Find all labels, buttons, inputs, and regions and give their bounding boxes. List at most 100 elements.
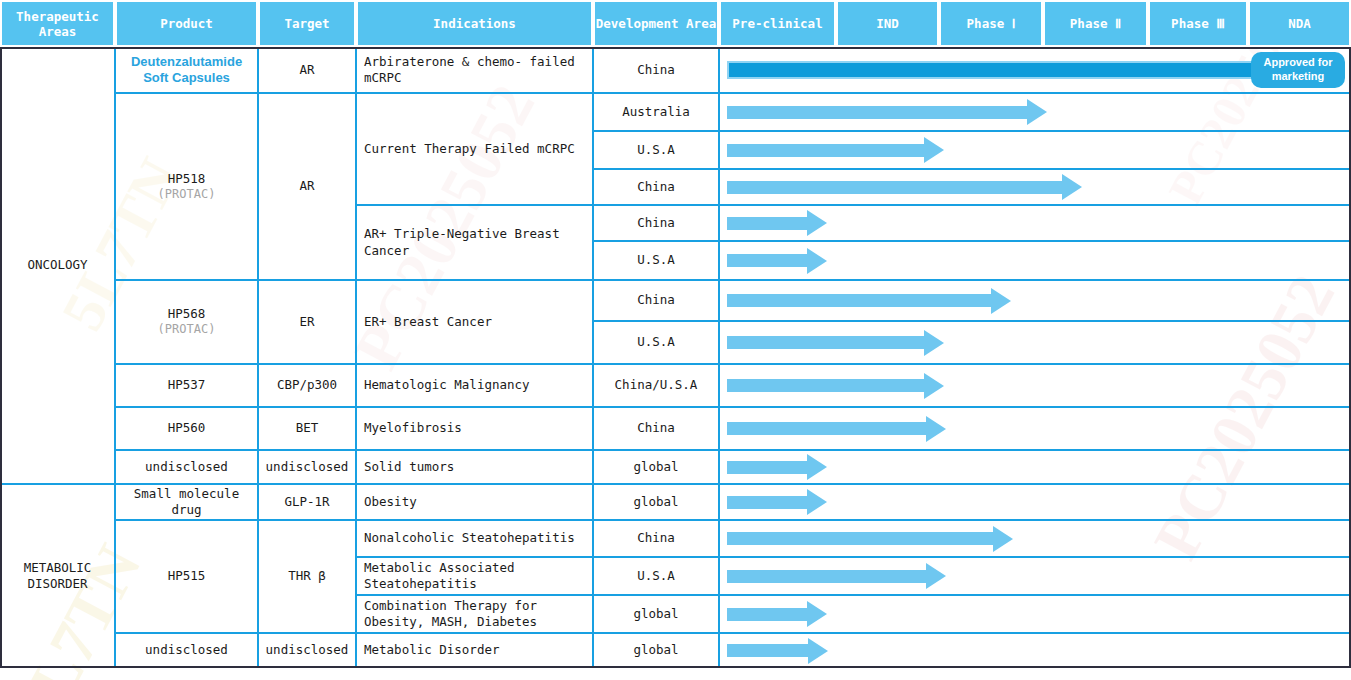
indication-cell: Current Therapy Failed mCRPC — [356, 93, 593, 205]
col-header-development-area: Development Area — [593, 0, 719, 47]
dev-area-cell: U.S.A — [593, 557, 719, 595]
pipeline-arrow — [727, 288, 1011, 314]
phase-cell — [719, 241, 1351, 280]
pipeline-arrow — [727, 373, 944, 399]
area-cell-oncology: ONCOLOGY — [0, 47, 115, 484]
phase-cell — [719, 407, 1351, 450]
pipeline-arrow — [727, 454, 827, 480]
col-header-target: Target — [258, 0, 356, 47]
indication-cell: Metabolic Disorder — [356, 633, 593, 668]
dev-area-cell: global — [593, 595, 719, 633]
indication-cell: Combination Therapy for Obesity, MASH, D… — [356, 595, 593, 633]
product-subtype: (PROTAC) — [158, 187, 216, 203]
pipeline-arrow — [727, 248, 827, 274]
indication-cell: Metabolic Associated Steatohepatitis — [356, 557, 593, 595]
indication-cell: Obesity — [356, 484, 593, 520]
phase-cell — [719, 595, 1351, 633]
pipeline-table-body: ONCOLOGY METABOLIC DISORDER Deutenzaluta… — [0, 47, 1351, 668]
pipeline-arrow — [727, 563, 946, 589]
pipeline-arrow — [727, 330, 944, 356]
phase-cell — [719, 169, 1351, 205]
pipeline-arrow — [727, 137, 944, 163]
indication-cell: Nonalcoholic Steatohepatitis — [356, 520, 593, 557]
target-cell: THR β — [258, 520, 356, 633]
target-cell: AR — [258, 93, 356, 280]
phase-cell — [719, 321, 1351, 364]
pipeline-table-page: PC2025052 PC2025052 PC2025052 5L7TN 5L7T… — [0, 0, 1351, 680]
area-cell-metabolic: METABOLIC DISORDER — [0, 484, 115, 668]
dev-area-cell: U.S.A — [593, 241, 719, 280]
phase-cell — [719, 520, 1351, 557]
phase-cell — [719, 280, 1351, 321]
product-cell-small-molecule: Small molecule drug — [115, 484, 258, 520]
dev-area-cell: China — [593, 205, 719, 241]
phase-cell — [719, 93, 1351, 131]
dev-area-cell: global — [593, 633, 719, 668]
phase-cell — [719, 450, 1351, 484]
phase-cell-approved: Approved for marketing — [719, 47, 1351, 93]
product-cell-undisclosed-oncology: undisclosed — [115, 450, 258, 484]
dev-area-cell: China — [593, 169, 719, 205]
col-header-product: Product — [115, 0, 258, 47]
col-header-pre-clinical: Pre-clinical — [719, 0, 836, 47]
pipeline-arrow — [727, 638, 828, 664]
col-header-therapeutic-areas: Therapeutic Areas — [0, 0, 115, 47]
product-name: Deutenzalutamide Soft Capsules — [120, 54, 253, 87]
product-cell-deutenzalutamide: Deutenzalutamide Soft Capsules — [115, 47, 258, 93]
product-subtype: (PROTAC) — [158, 322, 216, 338]
dev-area-cell: China — [593, 47, 719, 93]
product-cell-hp568: HP568 (PROTAC) — [115, 280, 258, 364]
target-cell: undisclosed — [258, 633, 356, 668]
dev-area-cell: U.S.A — [593, 131, 719, 169]
product-cell-undisclosed-metabolic: undisclosed — [115, 633, 258, 668]
approved-badge: Approved for marketing — [1251, 52, 1345, 88]
pipeline-arrow — [727, 489, 827, 515]
dev-area-cell: global — [593, 450, 719, 484]
indication-cell: AR+ Triple-Negative Breast Cancer — [356, 205, 593, 280]
dev-area-cell: Australia — [593, 93, 719, 131]
target-cell: AR — [258, 47, 356, 93]
dev-area-cell: China/U.S.A — [593, 364, 719, 407]
indication-cell: Arbiraterone & chemo- failed mCRPC — [356, 47, 593, 93]
dev-area-cell: China — [593, 520, 719, 557]
pipeline-arrow — [727, 601, 827, 627]
target-cell: BET — [258, 407, 356, 450]
pipeline-arrow — [727, 526, 1013, 552]
col-header-phase-3: Phase Ⅲ — [1148, 0, 1248, 47]
phase-cell — [719, 131, 1351, 169]
indication-cell: Solid tumors — [356, 450, 593, 484]
product-name: HP568 — [168, 306, 206, 322]
phase-cell — [719, 484, 1351, 520]
col-header-ind: IND — [836, 0, 939, 47]
phase-cell — [719, 557, 1351, 595]
col-header-phase-2: Phase Ⅱ — [1043, 0, 1148, 47]
target-cell: CBP/p300 — [258, 364, 356, 407]
dev-area-cell: U.S.A — [593, 321, 719, 364]
approved-bar — [727, 61, 1262, 79]
product-cell-hp518: HP518 (PROTAC) — [115, 93, 258, 280]
product-name: HP518 — [168, 171, 206, 187]
indication-cell: ER+ Breast Cancer — [356, 280, 593, 364]
phase-cell — [719, 205, 1351, 241]
indication-cell: Hematologic Malignancy — [356, 364, 593, 407]
col-header-nda: NDA — [1248, 0, 1351, 47]
target-cell: ER — [258, 280, 356, 364]
pipeline-arrow — [727, 416, 946, 442]
col-header-phase-1: Phase Ⅰ — [939, 0, 1043, 47]
dev-area-cell: China — [593, 407, 719, 450]
phase-cell — [719, 364, 1351, 407]
dev-area-cell: global — [593, 484, 719, 520]
pipeline-arrow — [727, 174, 1082, 200]
product-cell-hp560: HP560 — [115, 407, 258, 450]
pipeline-arrow — [727, 99, 1047, 125]
product-cell-hp537: HP537 — [115, 364, 258, 407]
phase-cell — [719, 633, 1351, 668]
dev-area-cell: China — [593, 280, 719, 321]
target-cell: GLP-1R — [258, 484, 356, 520]
target-cell: undisclosed — [258, 450, 356, 484]
indication-cell: Myelofibrosis — [356, 407, 593, 450]
pipeline-arrow — [727, 210, 827, 236]
col-header-indications: Indications — [356, 0, 593, 47]
product-cell-hp515: HP515 — [115, 520, 258, 633]
header-row: Therapeutic Areas Product Target Indicat… — [0, 0, 1351, 47]
